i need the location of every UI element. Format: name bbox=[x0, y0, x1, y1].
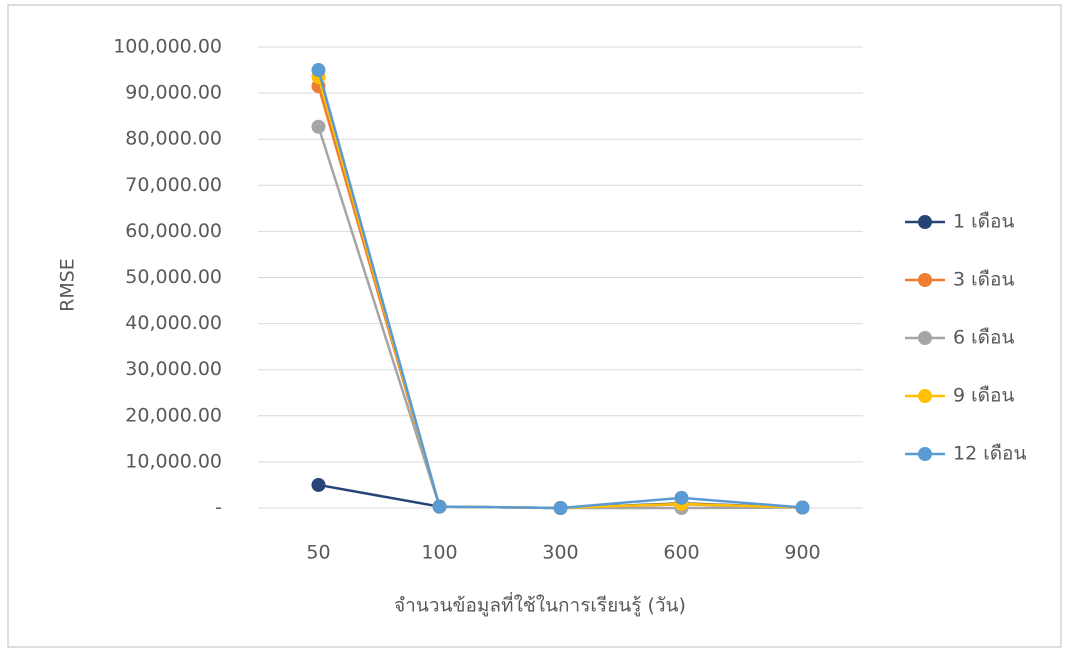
x-tick-label: 600 bbox=[663, 542, 699, 564]
legend-label: 12 เดือน bbox=[953, 443, 1026, 465]
x-tick-label: 50 bbox=[306, 542, 330, 564]
data-point bbox=[553, 501, 568, 515]
legend-marker bbox=[918, 447, 932, 461]
y-tick-label: 90,000.00 bbox=[125, 82, 222, 104]
chart-frame bbox=[7, 4, 1062, 648]
x-tick-label: 900 bbox=[784, 542, 820, 564]
y-axis-title: RMSE bbox=[57, 258, 79, 312]
y-tick-label: 30,000.00 bbox=[125, 358, 222, 380]
data-point bbox=[795, 500, 810, 515]
y-tick-label: 80,000.00 bbox=[125, 128, 222, 150]
legend-label: 9 เดือน bbox=[953, 385, 1014, 407]
x-tick-label: 300 bbox=[542, 542, 578, 564]
y-tick-label: 50,000.00 bbox=[125, 266, 222, 288]
legend-label: 1 เดือน bbox=[953, 211, 1014, 233]
data-point bbox=[311, 63, 326, 78]
data-point bbox=[311, 119, 326, 134]
y-tick-label: 40,000.00 bbox=[125, 312, 222, 334]
y-tick-label: - bbox=[215, 497, 222, 519]
data-point bbox=[674, 490, 689, 505]
y-tick-label: 70,000.00 bbox=[125, 174, 222, 196]
y-tick-label: 20,000.00 bbox=[125, 404, 222, 426]
legend-marker bbox=[918, 215, 932, 229]
legend-marker bbox=[918, 389, 932, 403]
legend-marker bbox=[918, 331, 932, 345]
legend-label: 6 เดือน bbox=[953, 327, 1014, 349]
data-point bbox=[432, 499, 447, 514]
x-axis-title: จำนวนข้อมูลที่ใช้ในการเรียนรู้ (วัน) bbox=[394, 592, 686, 617]
data-point bbox=[311, 477, 326, 492]
y-tick-label: 60,000.00 bbox=[125, 220, 222, 242]
x-tick-label: 100 bbox=[421, 542, 457, 564]
y-tick-label: 100,000.00 bbox=[113, 36, 222, 58]
legend-marker bbox=[918, 273, 932, 287]
y-tick-label: 10,000.00 bbox=[125, 450, 222, 472]
legend-label: 3 เดือน bbox=[953, 269, 1014, 291]
